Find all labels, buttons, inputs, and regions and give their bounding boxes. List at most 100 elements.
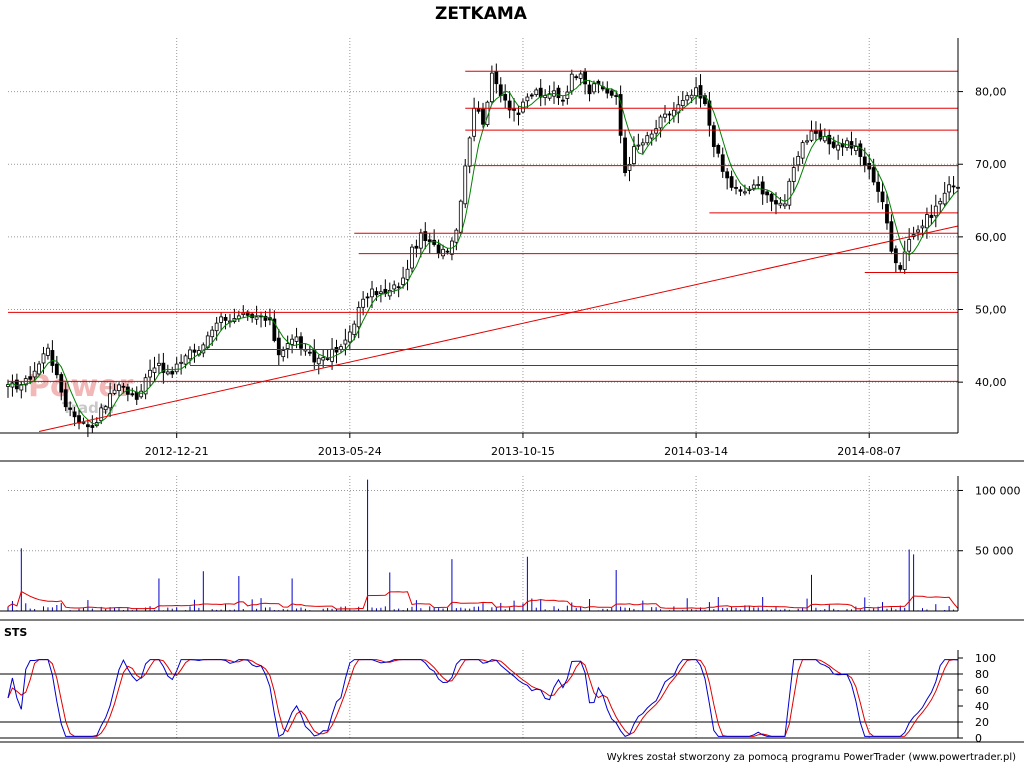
candle-body: [778, 202, 783, 206]
candle-body: [210, 329, 215, 338]
candle-body: [925, 214, 929, 229]
candle-body: [561, 99, 565, 102]
candle-body: [99, 407, 104, 422]
candle-body: [121, 385, 126, 388]
candle-body: [614, 95, 619, 97]
candle-body: [876, 181, 880, 192]
candle-body: [871, 167, 876, 183]
candle-body: [392, 284, 397, 290]
candle-body: [929, 214, 934, 218]
candle-body: [263, 315, 268, 321]
candle-body: [436, 244, 441, 254]
candle-body: [809, 130, 814, 141]
candle-body: [649, 133, 654, 139]
candle-body: [37, 363, 41, 375]
candle-body: [143, 377, 148, 395]
candle-body: [578, 73, 583, 79]
candle-body: [654, 128, 659, 134]
candle-body: [312, 349, 317, 363]
candle-body: [893, 248, 898, 264]
candle-body: [880, 191, 885, 203]
candle-body: [418, 232, 423, 249]
candle-body: [152, 367, 157, 373]
x-tick-label: 2013-10-15: [491, 445, 555, 458]
candle-body: [432, 239, 437, 245]
candle-body: [139, 390, 144, 398]
candle-body: [148, 369, 152, 378]
candle-body: [538, 87, 543, 98]
candle-body: [192, 349, 197, 353]
candle-body: [849, 141, 854, 149]
y-tick-label: 70,00: [975, 158, 1007, 171]
candle-body: [401, 277, 405, 285]
candle-body: [805, 140, 809, 143]
candle-body: [632, 146, 636, 165]
candle-body: [387, 289, 392, 297]
candle-body: [458, 200, 463, 233]
volume-panel: [7, 479, 959, 611]
candle-body: [290, 338, 295, 345]
candle-body: [183, 355, 188, 365]
candle-body: [734, 187, 738, 189]
x-tick-label: 2013-05-24: [318, 445, 382, 458]
candle-body: [179, 361, 184, 364]
candle-body: [787, 180, 792, 206]
candle-body: [569, 73, 574, 92]
candle-body: [316, 357, 321, 365]
candle-body: [618, 94, 623, 136]
candle-body: [769, 193, 774, 202]
candle-body: [862, 156, 867, 166]
candle-body: [112, 389, 117, 394]
candle-body: [68, 407, 73, 410]
moving-average-line: [7, 79, 959, 425]
candle-body: [28, 376, 33, 380]
candle-body: [529, 94, 534, 97]
sts-tick-label: 20: [975, 716, 989, 729]
candle-body: [907, 239, 912, 252]
candle-body: [103, 406, 108, 411]
volume-average-line: [7, 590, 959, 610]
candle-body: [272, 318, 277, 341]
candle-body: [525, 96, 530, 102]
candle-body: [556, 87, 561, 99]
candle-body: [374, 291, 379, 296]
candle-body: [853, 146, 858, 151]
candle-body: [170, 371, 175, 375]
candle-body: [716, 144, 721, 154]
candle-body: [898, 265, 903, 270]
trend-line: [38, 225, 959, 433]
candle-body: [623, 137, 627, 174]
candle-body: [920, 225, 925, 229]
candle-body: [463, 165, 468, 205]
candle-body: [489, 72, 494, 103]
candle-body: [352, 323, 357, 335]
candle-body: [414, 245, 419, 249]
candle-body: [507, 100, 512, 111]
sts-tick-label: 0: [975, 732, 982, 745]
sts-signal-line: [7, 659, 958, 737]
candle-body: [307, 351, 312, 354]
candle-body: [942, 192, 947, 205]
candle-body: [90, 425, 95, 428]
candle-body: [667, 113, 672, 116]
candle-body: [756, 184, 761, 186]
candle-body: [765, 191, 770, 196]
candle-body: [214, 322, 219, 332]
candle-body: [698, 85, 703, 99]
candle-body: [285, 343, 290, 349]
candle-body: [836, 144, 841, 151]
candle-body: [831, 141, 836, 148]
x-tick-label: 2012-12-21: [145, 445, 209, 458]
candle-body: [299, 336, 303, 349]
candle-body: [743, 191, 747, 194]
candle-body: [165, 371, 170, 375]
candle-body: [707, 100, 712, 126]
candle-body: [800, 142, 805, 159]
candle-body: [725, 171, 730, 179]
price-panel: [6, 63, 960, 438]
candle-body: [330, 348, 334, 362]
sts-tick-label: 40: [975, 700, 989, 713]
volume-tick-label: 100 000: [975, 484, 1021, 497]
